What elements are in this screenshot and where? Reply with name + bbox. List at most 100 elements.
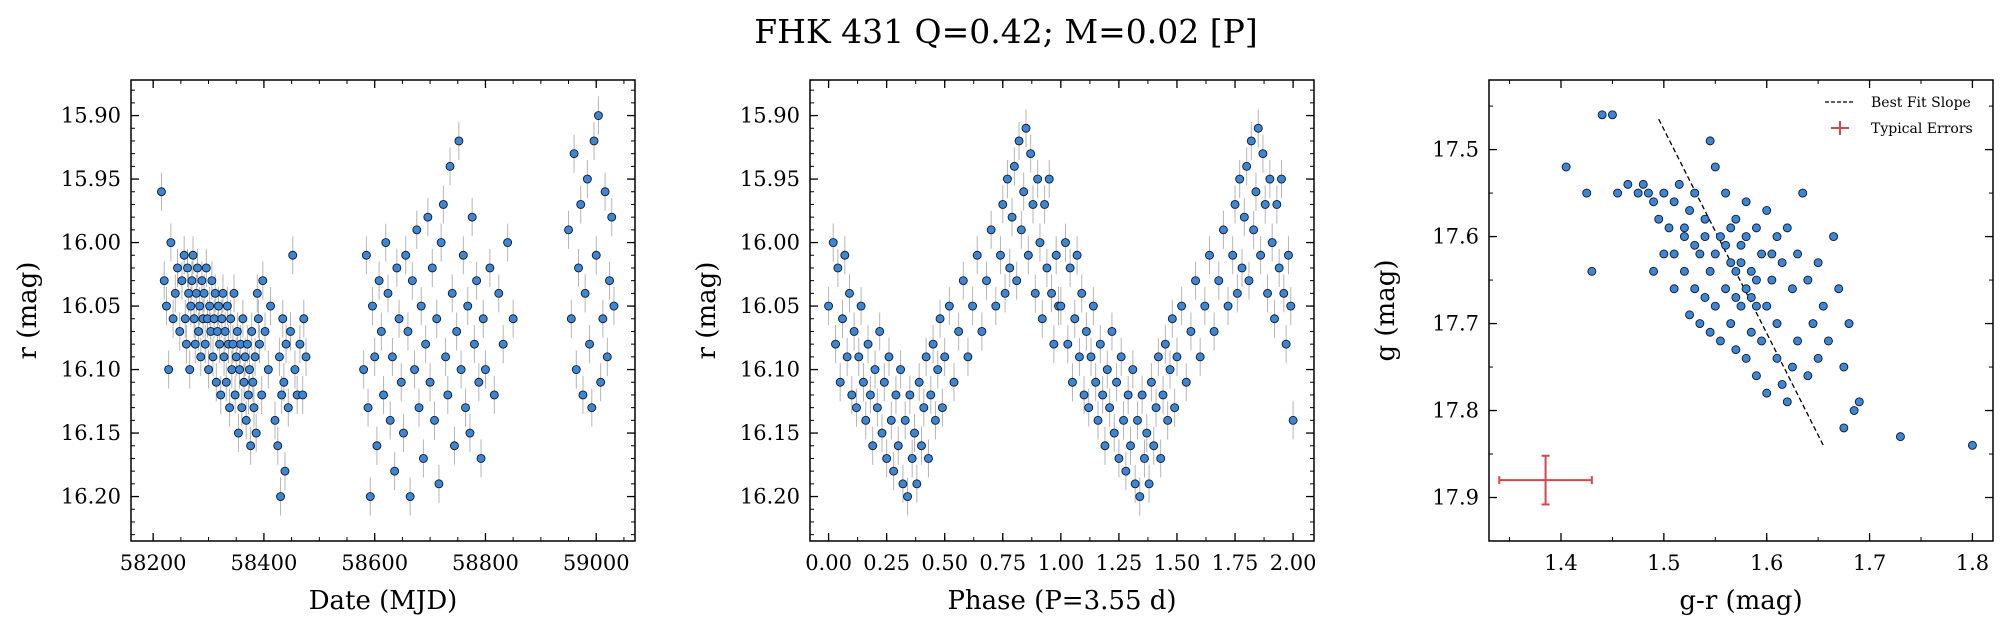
data-point [842,352,852,362]
data-point [1787,362,1797,372]
y-tick-label: 16.15 [740,421,800,445]
data-point [1284,250,1293,260]
data-point [566,314,576,324]
data-point [290,365,300,375]
data-point [295,339,305,349]
data-point [221,377,231,387]
data-point [217,314,227,324]
data-point [270,415,280,425]
data-point [200,339,210,349]
data-point [889,466,899,476]
data-point [1112,377,1122,387]
data-point [854,352,864,362]
data-point [940,352,950,362]
data-point [1026,149,1036,159]
data-point [227,365,237,375]
x-tick-label: 0.00 [805,551,852,575]
data-point [1705,136,1715,146]
data-point [1016,225,1026,235]
y-tick-label: 17.8 [1432,399,1479,423]
data-point [589,136,599,146]
data-point [1669,197,1679,207]
data-point [1114,454,1124,463]
data-point [1669,284,1679,294]
data-point [1123,390,1133,400]
data-point [1102,365,1112,375]
data-point [416,301,426,311]
data-point [1767,275,1777,285]
data-point [968,301,978,311]
data-point [569,149,579,159]
legend-fit-label: Best Fit Slope [1871,95,1971,111]
data-point [465,428,475,438]
data-point [211,377,221,387]
data-point [1649,266,1659,276]
data-point [1165,365,1175,375]
data-point [243,390,253,400]
data-point [879,377,889,387]
data-point [919,403,929,413]
data-point [185,365,195,375]
data-point [376,327,386,336]
data-point [831,339,840,349]
data-point [1772,232,1782,242]
data-point [1746,266,1756,276]
data-point [1156,454,1166,463]
data-point [578,390,588,400]
data-point [1808,319,1818,328]
data-point [1813,258,1823,268]
y-tick-label: 17.7 [1432,312,1479,336]
data-point [280,466,290,476]
data-point [204,365,213,375]
data-point [372,441,382,451]
data-point [1705,327,1715,337]
data-point [1721,240,1731,250]
x-axis-label: g-r (mag) [1679,586,1802,616]
data-point [1726,319,1736,328]
data-point [164,365,174,375]
data-point [1251,187,1261,197]
data-point [298,390,308,400]
data-point [868,441,878,451]
data-point [238,314,248,324]
data-point [253,314,263,324]
panel-1: 58200 58400 58600 58800 59000 15.90 15.95 16.00… [13,79,636,616]
data-point [387,352,397,362]
y-tick-label: 16.20 [740,485,800,509]
data-point [1195,352,1205,362]
data-point [1757,249,1767,259]
data-point [1674,179,1684,189]
x-axis-label: Date (MJD) [309,586,458,616]
data-point [1762,388,1772,398]
data-point [458,250,468,260]
data-point [1267,238,1277,248]
data-point [1700,293,1710,302]
data-point [593,111,603,121]
data-point [194,327,204,336]
data-point [935,314,945,324]
data-point [177,276,187,286]
data-point [235,365,245,375]
data-point [250,352,260,362]
data-point [852,403,861,413]
axes-frame [809,79,1315,542]
data-point [1144,479,1154,489]
data-point [1690,284,1700,294]
data-point [249,403,259,413]
x-tick-label: 59000 [563,551,630,575]
x-tick-label: 58200 [120,551,187,575]
data-point [1002,174,1012,184]
data-point [179,250,189,260]
data-point [1746,327,1756,337]
data-point [1214,276,1224,286]
x-tick-label: 58400 [231,551,298,575]
y-axis-label: g (mag) [1371,260,1401,362]
data-point [1167,314,1177,324]
data-point [1700,214,1710,224]
data-point [279,377,289,387]
data-point [991,301,1001,311]
x-tick-label: 1.25 [1096,551,1143,575]
data-point [858,377,868,387]
data-point [1218,225,1228,235]
y-axis-label: r (mag) [13,262,43,360]
